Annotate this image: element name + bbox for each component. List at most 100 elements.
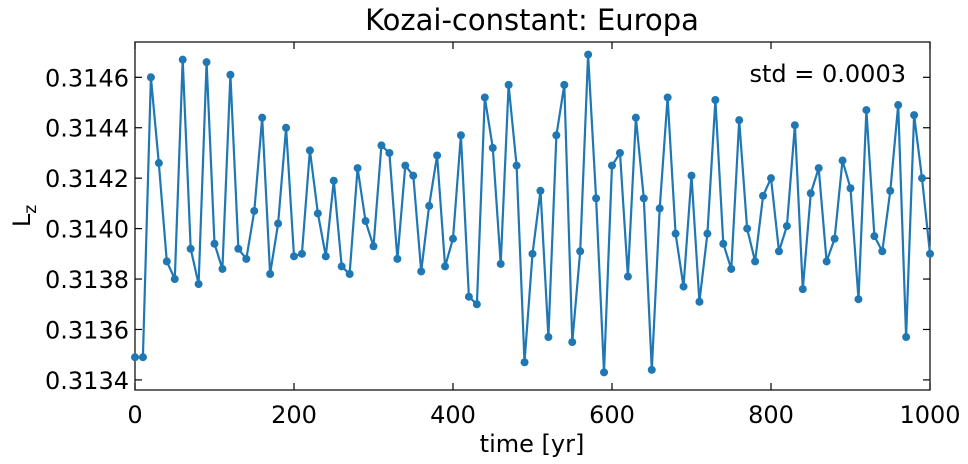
x-tick-label: 0 <box>127 401 142 429</box>
series-layer <box>131 50 934 377</box>
data-point <box>337 262 346 271</box>
data-point <box>321 252 330 261</box>
y-tick-label: 0.3140 <box>45 216 129 244</box>
data-point <box>504 80 513 89</box>
data-point <box>512 161 521 170</box>
data-point <box>608 161 616 170</box>
data-point <box>703 229 712 238</box>
chart-title: Kozai-constant: Europa <box>365 3 699 37</box>
data-point <box>313 209 322 218</box>
axis-ticks <box>134 42 931 390</box>
data-point <box>226 70 235 79</box>
data-point <box>631 113 640 122</box>
data-point <box>560 80 569 89</box>
data-point <box>218 264 227 273</box>
data-point <box>894 101 903 110</box>
data-point <box>735 116 744 125</box>
data-point <box>258 113 267 122</box>
plot-area: 0 200 400 600 800 1000 0.3134 0.3136 0.3138 0.314… <box>45 41 961 429</box>
data-point <box>798 285 807 294</box>
data-point <box>743 224 752 233</box>
y-tick-label: 0.3138 <box>45 266 129 294</box>
data-point <box>918 174 927 183</box>
data-point <box>663 93 672 102</box>
data-point <box>639 194 648 203</box>
data-point <box>369 242 378 251</box>
data-point <box>146 73 155 82</box>
data-point <box>297 249 306 258</box>
data-point <box>377 141 386 150</box>
y-axis-label: Lz <box>8 205 41 227</box>
data-point <box>902 333 911 342</box>
data-point <box>131 353 139 362</box>
data-point <box>178 55 187 64</box>
data-point <box>186 244 195 253</box>
data-point <box>472 300 481 309</box>
data-point <box>456 131 465 140</box>
data-point <box>862 106 871 115</box>
data-point <box>600 368 609 377</box>
data-point <box>615 148 624 157</box>
data-point <box>520 358 529 367</box>
data-point <box>250 206 259 215</box>
data-point <box>449 234 457 243</box>
data-point <box>806 189 815 198</box>
y-axis-label-sub: z <box>21 205 41 214</box>
data-point <box>774 247 783 256</box>
data-point <box>170 275 179 284</box>
data-point <box>870 232 879 241</box>
x-tick-label: 400 <box>430 401 476 429</box>
std-annotation: std = 0.0003 <box>750 60 907 88</box>
data-point <box>695 297 704 306</box>
data-point <box>401 161 410 170</box>
data-point <box>536 186 545 195</box>
data-point <box>385 148 394 157</box>
data-point <box>329 176 338 185</box>
data-point <box>409 171 418 180</box>
data-point <box>544 333 553 342</box>
data-point <box>162 257 171 266</box>
data-point <box>202 58 211 67</box>
axis-tick-labels: 0 200 400 600 800 1000 0.3134 0.3136 0.3138 0.314… <box>45 64 961 429</box>
data-point <box>655 204 664 213</box>
data-point <box>592 194 601 203</box>
data-point <box>727 264 736 273</box>
data-point <box>480 93 489 102</box>
x-tick-label: 800 <box>748 401 794 429</box>
data-point <box>464 292 473 301</box>
data-point <box>846 184 855 193</box>
x-tick-label: 600 <box>589 401 635 429</box>
data-point <box>441 262 450 271</box>
data-point <box>767 174 775 183</box>
data-point <box>353 164 362 173</box>
data-point <box>854 295 863 304</box>
data-point <box>433 151 442 160</box>
data-point <box>274 219 283 228</box>
y-tick-label: 0.3134 <box>45 367 129 395</box>
data-point <box>782 222 791 231</box>
data-point <box>751 257 760 266</box>
data-point <box>425 201 434 210</box>
data-point <box>305 146 314 155</box>
data-point <box>584 50 593 59</box>
y-tick-label: 0.3146 <box>45 64 129 92</box>
plot-frame <box>134 41 931 391</box>
data-point <box>822 257 831 266</box>
data-point <box>345 270 354 278</box>
data-point <box>417 267 426 276</box>
x-tick-label: 1000 <box>899 401 960 429</box>
data-point <box>210 239 219 248</box>
data-point <box>194 280 203 289</box>
data-point <box>671 229 680 238</box>
data-point <box>790 121 799 130</box>
data-point <box>393 254 402 263</box>
data-point <box>679 282 688 291</box>
y-tick-label: 0.3142 <box>45 165 129 193</box>
data-point <box>719 239 728 248</box>
data-point <box>814 164 823 173</box>
data-point <box>496 259 505 268</box>
data-point <box>647 365 656 374</box>
data-point <box>242 254 251 263</box>
data-point <box>886 186 895 195</box>
